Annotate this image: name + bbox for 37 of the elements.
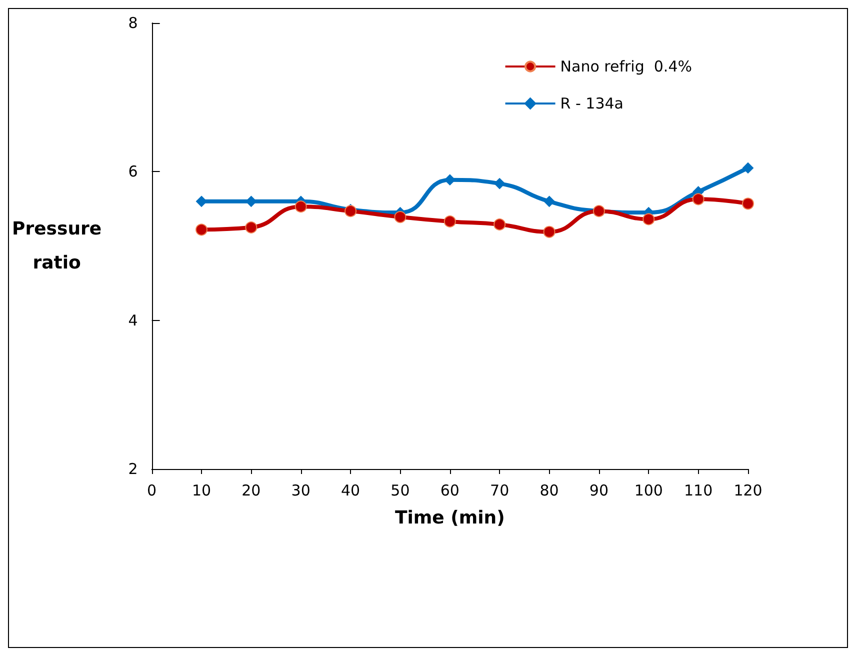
y-tick-label: 6 bbox=[128, 162, 138, 181]
legend-label: R - 134a bbox=[560, 94, 624, 112]
point bbox=[742, 162, 754, 174]
y-tick-label: 4 bbox=[128, 311, 138, 330]
point bbox=[444, 174, 456, 186]
point bbox=[543, 226, 556, 238]
point bbox=[195, 224, 208, 236]
point bbox=[742, 198, 754, 210]
point bbox=[494, 178, 506, 190]
x-tick-label: 10 bbox=[192, 482, 212, 500]
x-tick-label: 60 bbox=[440, 482, 460, 500]
x-tick-label: 30 bbox=[291, 482, 310, 500]
point bbox=[494, 218, 506, 230]
legend-label: Nano refrig 0.4% bbox=[560, 58, 692, 76]
x-tick-label: 100 bbox=[634, 482, 663, 500]
point bbox=[196, 196, 207, 207]
x-tick-label: 70 bbox=[490, 482, 510, 500]
point bbox=[692, 193, 704, 206]
x-tick-label: 90 bbox=[589, 482, 608, 500]
x-tick-label: 20 bbox=[242, 482, 261, 500]
point bbox=[444, 215, 456, 228]
x-tick-label: 110 bbox=[684, 482, 713, 500]
point bbox=[642, 213, 655, 226]
x-tick-label: 80 bbox=[540, 482, 559, 500]
point bbox=[246, 196, 257, 207]
point bbox=[294, 200, 307, 213]
x-tick-label: 120 bbox=[734, 482, 762, 500]
y-axis-title: Pressure ratio bbox=[12, 218, 102, 274]
x-tick-label: 0 bbox=[147, 482, 157, 500]
point bbox=[394, 211, 406, 224]
point bbox=[245, 221, 258, 234]
y-tick-label: 2 bbox=[128, 460, 138, 478]
x-axis-title: Time (min) bbox=[394, 508, 505, 528]
x-tick-label: 40 bbox=[340, 482, 360, 500]
y-tick-label: 8 bbox=[128, 14, 138, 32]
point bbox=[544, 196, 555, 207]
x-tick-label: 50 bbox=[390, 482, 410, 500]
